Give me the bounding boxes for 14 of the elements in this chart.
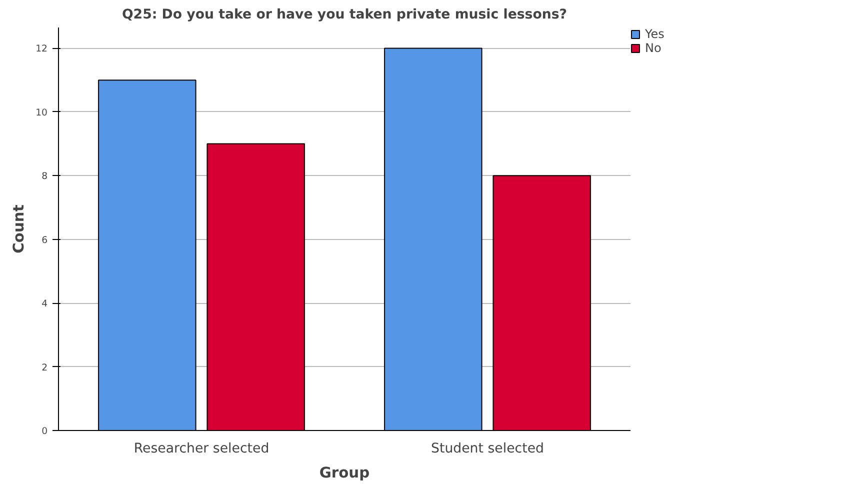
- x-axis-title: Group: [319, 464, 370, 482]
- y-tick-label: 2: [42, 362, 48, 374]
- y-axis-title: Count: [10, 204, 28, 254]
- y-tick-label: 8: [42, 171, 48, 182]
- legend-label: Yes: [645, 27, 665, 41]
- legend-label: No: [645, 41, 662, 55]
- y-tick-label: 0: [42, 426, 48, 437]
- x-tick-label: Researcher selected: [134, 442, 270, 456]
- chart-title: Q25: Do you take or have you taken private music lessons?: [122, 8, 568, 22]
- y-tick-label: 12: [36, 44, 48, 55]
- y-tick-label: 10: [36, 107, 48, 118]
- y-tick-label: 4: [42, 298, 48, 310]
- y-tick-label: 6: [42, 234, 48, 246]
- x-tick-label: Student selected: [431, 442, 544, 456]
